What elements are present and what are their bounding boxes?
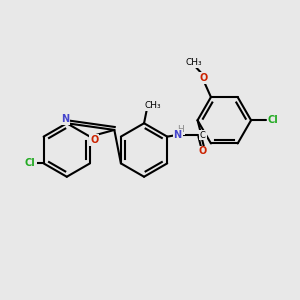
Text: N: N	[174, 130, 182, 140]
Text: CH₃: CH₃	[185, 58, 202, 68]
Text: C: C	[200, 130, 206, 140]
Text: O: O	[200, 73, 208, 83]
Text: Cl: Cl	[25, 158, 36, 168]
Text: H: H	[177, 125, 184, 134]
Text: CH₃: CH₃	[145, 101, 161, 110]
Text: O: O	[199, 146, 207, 157]
Text: O: O	[90, 135, 98, 145]
Text: N: N	[61, 114, 69, 124]
Text: Cl: Cl	[268, 115, 279, 125]
